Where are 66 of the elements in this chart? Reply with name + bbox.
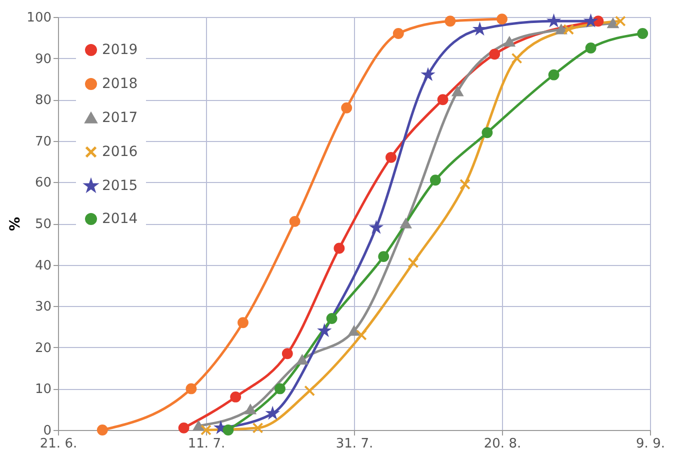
y-tick-label: 0 (43, 424, 52, 438)
point (252, 422, 264, 434)
point (289, 216, 300, 227)
point (186, 383, 197, 394)
x-tick-label: 21. 6. (40, 436, 78, 452)
point (244, 404, 256, 414)
y-tick-label: 10 (34, 382, 52, 398)
point (504, 36, 515, 47)
y-tick-label: 30 (34, 300, 52, 315)
point (341, 102, 352, 114)
point (430, 174, 441, 186)
point (392, 28, 404, 39)
point (178, 422, 190, 434)
legend-label: 2018 (102, 76, 138, 92)
point (437, 94, 448, 106)
point (222, 424, 234, 436)
y-tick-label: 60 (34, 176, 52, 191)
legend-label: 2016 (102, 144, 138, 160)
x-tick-label: 31. 7. (336, 436, 374, 452)
x-tick-label: 20. 8. (484, 436, 522, 452)
y-axis-title: % (8, 216, 24, 232)
point (296, 354, 308, 365)
x-tick-label: 9. 9. (636, 436, 665, 452)
point (348, 326, 360, 336)
y-tick-label: 100 (26, 10, 52, 26)
point (238, 317, 248, 328)
point (482, 127, 493, 138)
point (96, 424, 108, 436)
point (400, 218, 412, 228)
point (608, 18, 618, 28)
y-tick-label: 70 (34, 134, 52, 150)
point (585, 42, 596, 54)
point (282, 348, 293, 360)
y-tick-label: 90 (34, 52, 52, 67)
point (356, 330, 367, 340)
point (637, 28, 648, 39)
y-tick-label: 20 (34, 340, 52, 356)
x-tick-label: 11. 7. (188, 436, 226, 452)
point (326, 313, 338, 324)
point (193, 420, 204, 431)
point (556, 24, 567, 34)
point (489, 48, 500, 60)
point (386, 152, 396, 163)
point (496, 14, 508, 25)
point (511, 52, 522, 64)
legend-label: 2014 (102, 211, 138, 227)
legend-label: 2017 (102, 110, 138, 126)
point (408, 257, 419, 268)
y-tick-label: 80 (34, 93, 52, 108)
point (592, 16, 604, 27)
point (304, 385, 316, 396)
point (460, 178, 470, 190)
point (334, 242, 345, 254)
legend-label: 2019 (102, 42, 138, 58)
legend-label: 2015 (102, 178, 138, 194)
point (200, 424, 212, 436)
point (378, 251, 390, 262)
y-tick-label: 40 (34, 258, 52, 274)
point (452, 86, 464, 96)
point (548, 69, 560, 80)
point (274, 383, 286, 394)
point (444, 16, 456, 27)
point (563, 24, 574, 35)
y-tick-label: 50 (34, 217, 52, 232)
point (614, 16, 626, 27)
point (230, 391, 242, 402)
